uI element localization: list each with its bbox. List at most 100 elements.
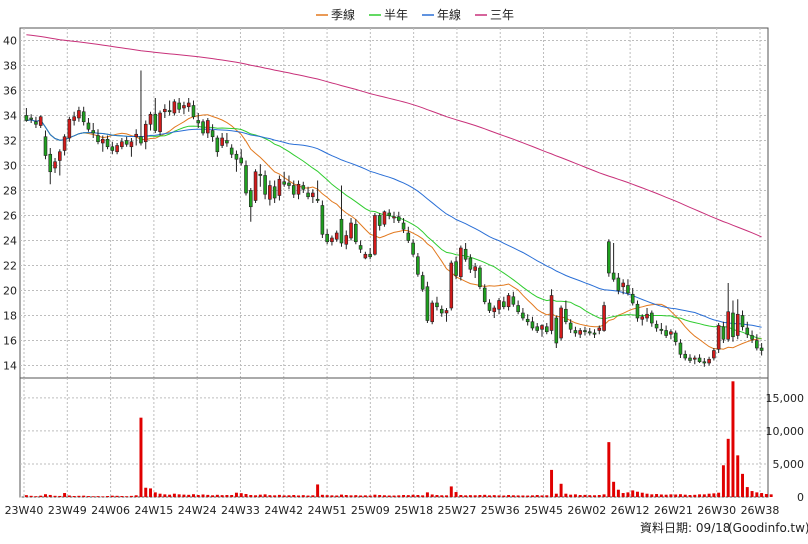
candle-body (750, 335, 754, 340)
volume-bar (316, 484, 320, 497)
volume-bar (578, 495, 582, 497)
candle-body (53, 161, 57, 169)
volume-bar (335, 495, 339, 497)
candle-body (521, 312, 525, 319)
candle-body (597, 327, 602, 331)
volume-bar (731, 381, 735, 497)
volume-bar (726, 438, 730, 497)
volume-bar (597, 495, 601, 497)
volume-bar (34, 496, 38, 497)
candle-body (406, 232, 411, 241)
volume-bar (488, 495, 491, 497)
candle-body (358, 245, 363, 250)
candle-body (712, 350, 716, 359)
candle-body (540, 325, 544, 330)
volume-bar (569, 494, 573, 497)
volume-bar (698, 494, 702, 497)
volume-bar (683, 494, 687, 497)
candle-body (755, 340, 759, 349)
volume-bar (349, 495, 353, 497)
candle-body (67, 118, 72, 139)
candle-body (334, 232, 339, 240)
volume-bar (363, 495, 367, 497)
price-tick-label: 22 (3, 260, 17, 273)
volume-bar (736, 455, 740, 497)
volume-bar (440, 495, 444, 497)
x-tick-label: 24W06 (91, 504, 130, 517)
candle-body (688, 357, 692, 361)
candle-body (478, 267, 482, 288)
x-tick-label: 26W02 (567, 504, 606, 517)
volume-panel: 0 5,000 10,000 15,000 (19, 377, 805, 504)
candle-body (530, 321, 535, 329)
volume-bar (120, 496, 124, 497)
volume-bar (311, 495, 315, 497)
candle-body (43, 136, 48, 156)
volume-bar (297, 495, 300, 497)
candle-body (444, 310, 449, 314)
volume-bar (258, 494, 262, 497)
volume-bar (425, 492, 429, 497)
candle-body (363, 253, 368, 259)
candle-body (635, 303, 640, 319)
candle-body (463, 248, 468, 260)
candle-body (473, 266, 477, 271)
volume-bar (53, 495, 57, 497)
candle-body (234, 153, 239, 160)
candle-body (186, 102, 191, 108)
volume-bar (139, 417, 143, 497)
volume-bar (158, 493, 162, 497)
x-tick-label: 25W27 (438, 504, 477, 517)
candle-body (497, 300, 501, 310)
volume-bar (573, 494, 577, 497)
candle-body (296, 183, 301, 195)
volume-bar (263, 494, 267, 497)
volume-bar (206, 494, 210, 497)
candle-body (72, 116, 76, 121)
price-tick-label: 26 (3, 210, 17, 223)
volume-bar (168, 494, 172, 497)
volume-bar (674, 494, 678, 497)
volume-bar (306, 495, 310, 497)
candle-body (158, 112, 162, 133)
volume-y-axis: 0 5,000 10,000 15,000 (766, 392, 805, 504)
volume-bar (421, 495, 425, 497)
candle-body (420, 275, 425, 290)
candle-body (100, 138, 105, 144)
x-tick-label: 24W51 (308, 504, 347, 517)
volume-bar (368, 495, 372, 497)
volume-bar (86, 496, 90, 497)
candle-body (382, 211, 387, 225)
volume-bar (430, 494, 434, 497)
candle-body (650, 312, 654, 324)
volume-bar (63, 493, 67, 497)
volume-bar (373, 494, 377, 497)
volume-bar (655, 494, 659, 497)
volume-bar (402, 495, 406, 497)
volume-bar (445, 495, 448, 497)
candle-body (621, 282, 625, 288)
candle-body (220, 137, 224, 146)
volume-bar (454, 492, 458, 497)
chart-legend: 季線 半年 年線 三年 (316, 7, 514, 22)
source-label: (Goodinfo.tw) (728, 521, 808, 535)
volume-frame (19, 377, 769, 498)
candle-body (454, 261, 458, 276)
price-tick-label: 36 (3, 85, 17, 98)
x-tick-label: 25W45 (524, 504, 563, 517)
data-date-label: 資料日期: 09/18 (640, 521, 730, 535)
candle-body (535, 326, 540, 331)
volume-bar (196, 495, 200, 497)
candle-body (607, 241, 611, 274)
volume-bar (483, 494, 487, 497)
volume-bar (182, 494, 186, 497)
volume-bar (239, 493, 243, 497)
candle-body (759, 347, 764, 351)
x-tick-label: 24W42 (264, 504, 303, 517)
candle-body (544, 326, 549, 333)
candle-body (182, 105, 186, 109)
candle-body (29, 117, 33, 120)
volume-bars (24, 381, 773, 497)
volume-bar (249, 495, 253, 497)
price-tick-label: 38 (3, 60, 17, 73)
